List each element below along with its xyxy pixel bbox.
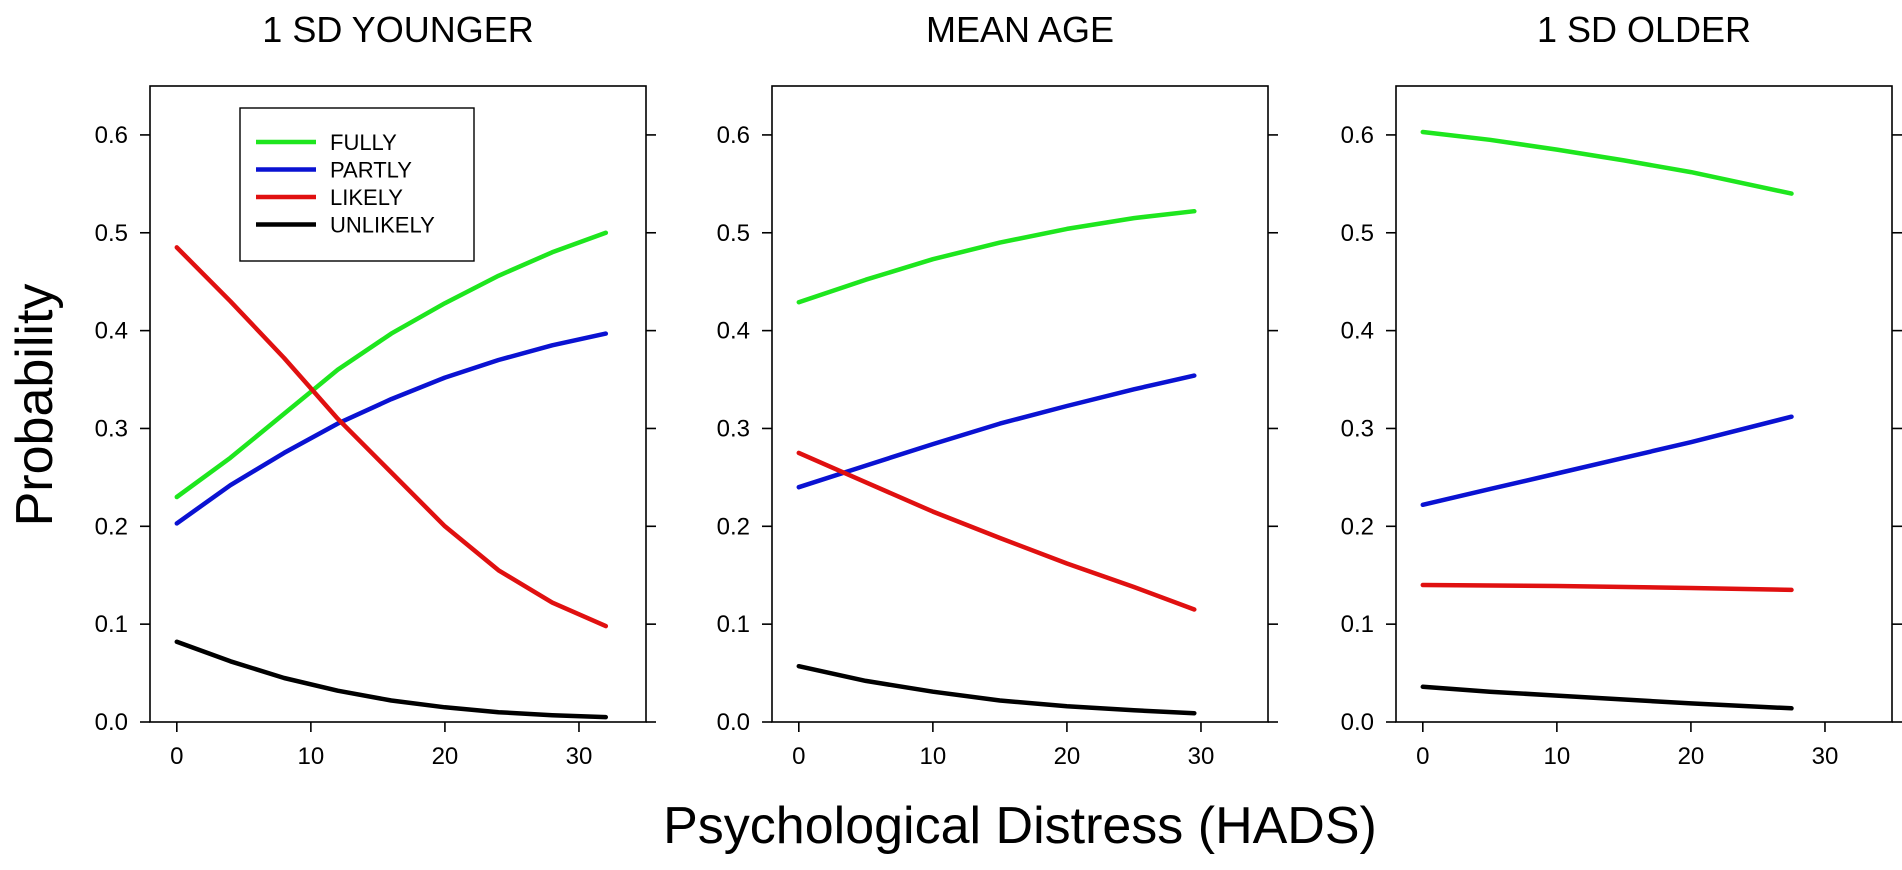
- y-tick-label: 0.0: [1341, 709, 1374, 736]
- x-tick-label: 10: [920, 743, 947, 770]
- y-tick-label: 0.2: [717, 513, 750, 540]
- y-tick-label: 0.3: [1341, 415, 1374, 442]
- y-tick-label: 0.0: [95, 709, 128, 736]
- panel-title: 1 SD YOUNGER: [262, 9, 533, 50]
- y-tick-label: 0.1: [717, 611, 750, 638]
- x-tick-label: 20: [1678, 743, 1705, 770]
- series-line-partly: [174, 331, 609, 526]
- plot-frame: [149, 85, 647, 723]
- panel-title: MEAN AGE: [926, 9, 1114, 50]
- x-tick-label: 30: [566, 743, 593, 770]
- y-tick-label: 0.2: [1341, 513, 1374, 540]
- y-tick-label: 0.1: [95, 611, 128, 638]
- y-tick-label: 0.4: [95, 318, 128, 345]
- series-line-unlikely: [1420, 684, 1794, 711]
- series-line-likely: [796, 450, 1197, 612]
- y-tick-label: 0.6: [1341, 122, 1374, 149]
- series-line-unlikely: [796, 663, 1197, 716]
- legend-label-unlikely: UNLIKELY: [330, 213, 435, 238]
- legend-box: [239, 107, 475, 262]
- y-tick-label: 0.5: [717, 220, 750, 247]
- panel-title: 1 SD OLDER: [1537, 9, 1751, 50]
- series-line-fully: [796, 208, 1197, 305]
- panel-1: 1 SD YOUNGER 0.0 0.1 0.2 0.3 0.4 0.5 0.6 0 10 20 30…: [95, 9, 656, 770]
- x-axis-label: Psychological Distress (HADS): [663, 797, 1377, 855]
- series-line-likely: [174, 245, 609, 629]
- x-tick-label: 10: [298, 743, 325, 770]
- legend-label-fully: FULLY: [330, 130, 397, 155]
- series-line-fully: [1420, 129, 1794, 196]
- panel-3: 1 SD OLDER 0.0 0.1 0.2 0.3 0.4 0.5 0.6 0 10 20 30: [1341, 9, 1902, 770]
- plot-frame: [1395, 85, 1893, 723]
- x-tick-label: 0: [792, 743, 805, 770]
- y-tick-label: 0.4: [1341, 318, 1374, 345]
- legend-label-likely: LIKELY: [330, 185, 403, 210]
- x-tick-label: 30: [1812, 743, 1839, 770]
- x-tick-label: 20: [1054, 743, 1081, 770]
- y-tick-label: 0.1: [1341, 611, 1374, 638]
- y-tick-label: 0.0: [717, 709, 750, 736]
- x-tick-label: 30: [1188, 743, 1215, 770]
- series-line-partly: [1420, 414, 1794, 508]
- y-tick-label: 0.3: [717, 415, 750, 442]
- y-tick-label: 0.4: [717, 318, 750, 345]
- y-tick-label: 0.5: [95, 220, 128, 247]
- panel-2: MEAN AGE 0.0 0.1 0.2 0.3 0.4 0.5 0.6 0 10 20 30: [717, 9, 1278, 770]
- x-tick-label: 0: [170, 743, 183, 770]
- y-tick-label: 0.5: [1341, 220, 1374, 247]
- y-tick-label: 0.6: [95, 122, 128, 149]
- y-tick-label: 0.2: [95, 513, 128, 540]
- legend-label-partly: PARTLY: [330, 158, 412, 183]
- x-tick-label: 10: [1544, 743, 1571, 770]
- series-line-unlikely: [174, 639, 609, 720]
- series-line-partly: [796, 373, 1197, 490]
- x-tick-label: 0: [1416, 743, 1429, 770]
- series-line-likely: [1420, 582, 1794, 593]
- plot-frame: [771, 85, 1269, 723]
- x-tick-label: 20: [432, 743, 459, 770]
- y-tick-label: 0.3: [95, 415, 128, 442]
- series-line-fully: [174, 230, 609, 500]
- y-axis-label: Probability: [6, 284, 64, 527]
- y-tick-label: 0.6: [717, 122, 750, 149]
